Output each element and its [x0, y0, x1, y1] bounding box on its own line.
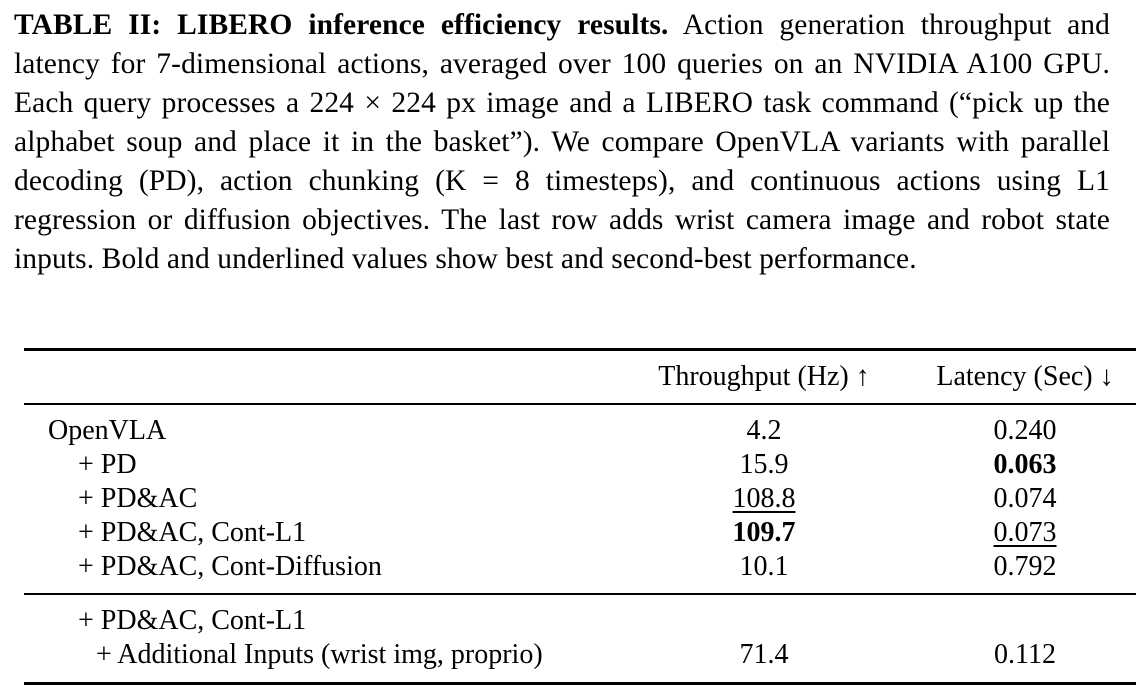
row-method: + PD	[78, 449, 137, 480]
caption-text: Action generation throughput and latency…	[14, 9, 1110, 275]
row-latency-second: 0.073	[914, 516, 1136, 550]
row-latency: 0.074	[993, 483, 1057, 514]
extra-row-method-line1: + PD&AC, Cont-L1	[78, 605, 307, 636]
header-throughput: Throughput (Hz) ↑	[658, 361, 870, 392]
table-header-rule	[24, 403, 1136, 405]
extra-row-latency: 0.112	[994, 639, 1056, 670]
caption-label: TABLE II: LIBERO inference efficiency re…	[14, 9, 669, 41]
header-latency: Latency (Sec) ↓	[936, 361, 1114, 392]
table-top-rule	[24, 348, 1136, 351]
extra-row-method-line2: + Additional Inputs (wrist img, proprio)	[96, 639, 543, 670]
row-latency: 0.240	[993, 415, 1057, 446]
row-method: OpenVLA	[48, 415, 167, 446]
best-value: 109.7	[732, 517, 796, 548]
row-throughput-best: 109.7	[636, 516, 892, 550]
extra-row-throughput: 71.4	[739, 639, 789, 670]
row-throughput: 15.9	[739, 449, 789, 480]
row-latency: 0.792	[993, 551, 1057, 582]
table-section-rule	[24, 593, 1136, 595]
table-bottom-rule	[24, 682, 1136, 685]
row-latency-best: 0.063	[914, 448, 1136, 482]
second-best-value: 0.073	[993, 517, 1057, 548]
row-throughput-second: 108.8	[636, 482, 892, 516]
row-method: + PD&AC, Cont-L1	[78, 517, 307, 548]
row-method: + PD&AC, Cont-Diffusion	[78, 551, 382, 582]
table-caption: TABLE II: LIBERO inference efficiency re…	[14, 6, 1110, 279]
best-value: 0.063	[993, 449, 1057, 480]
second-best-value: 108.8	[732, 483, 796, 514]
row-throughput: 10.1	[739, 551, 789, 582]
row-throughput: 4.2	[746, 415, 782, 446]
row-method: + PD&AC	[78, 483, 198, 514]
